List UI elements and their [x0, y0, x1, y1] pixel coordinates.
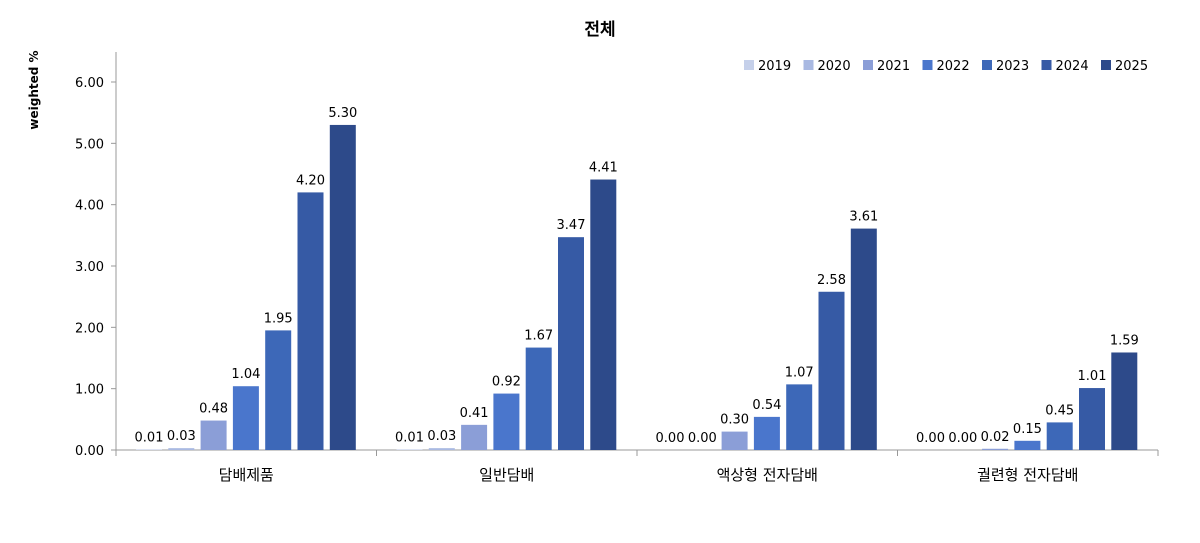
bar — [200, 420, 227, 450]
legend-label: 2019 — [758, 59, 791, 74]
legend-swatch — [922, 60, 933, 70]
data-label: 0.48 — [199, 402, 228, 417]
legend-label: 2021 — [877, 59, 910, 74]
legend-label: 2024 — [1056, 59, 1089, 74]
y-axis-label: weighted % — [27, 50, 41, 129]
data-label: 0.92 — [492, 375, 521, 390]
data-label: 5.30 — [328, 106, 357, 121]
y-tick-label: 3.00 — [75, 260, 104, 275]
bar — [428, 448, 455, 450]
bar — [329, 124, 356, 450]
legend-swatch — [744, 60, 754, 70]
bar — [232, 386, 259, 450]
bar — [590, 179, 617, 450]
bar — [558, 237, 584, 450]
bar — [493, 393, 520, 450]
legend-label: 2023 — [996, 59, 1029, 74]
data-label: 1.01 — [1078, 369, 1107, 384]
bar — [265, 330, 292, 450]
data-label: 3.47 — [557, 218, 586, 233]
data-label: 1.95 — [264, 311, 293, 326]
category-label: 액상형 전자담배 — [717, 466, 818, 484]
data-label: 1.07 — [785, 365, 814, 380]
bar — [297, 192, 324, 450]
legend-swatch — [863, 60, 873, 70]
data-label: 1.59 — [1110, 333, 1139, 348]
legend-label: 2022 — [937, 59, 970, 74]
bar — [136, 449, 162, 450]
data-label: 0.30 — [720, 413, 749, 428]
data-label: 0.00 — [688, 431, 717, 446]
y-tick-label: 6.00 — [75, 76, 104, 91]
bar — [461, 424, 488, 450]
bar — [396, 449, 423, 450]
data-label: 0.03 — [167, 429, 196, 444]
data-label: 0.00 — [656, 431, 685, 446]
data-label: 2.58 — [817, 273, 846, 288]
y-tick-label: 1.00 — [75, 383, 104, 398]
y-tick-label: 0.00 — [75, 444, 104, 459]
bar — [982, 448, 1009, 450]
data-label: 1.67 — [524, 329, 553, 344]
bar — [818, 291, 845, 450]
data-label: 4.20 — [296, 173, 325, 188]
y-tick-label: 2.00 — [75, 321, 104, 336]
data-label: 0.01 — [395, 430, 424, 445]
bar — [1111, 352, 1138, 450]
chart-title: 전체 — [584, 20, 615, 40]
data-label: 0.41 — [460, 406, 489, 421]
bar — [786, 384, 813, 450]
data-label: 0.01 — [135, 430, 164, 445]
data-label: 0.03 — [427, 429, 456, 444]
data-label: 0.00 — [916, 431, 945, 446]
data-label: 0.54 — [752, 398, 781, 413]
legend-label: 2020 — [818, 59, 851, 74]
data-label: 0.15 — [1013, 422, 1042, 437]
axes: 0.00 1.00 2.00 3.00 4.00 5.00 6.00 담배제품 일반담배 액상형 … — [75, 52, 1159, 484]
legend-label: 2025 — [1115, 59, 1148, 74]
legend: 2019 2020 2021 2022 2023 2024 2025 — [744, 59, 1148, 74]
data-label: 1.04 — [231, 367, 260, 382]
bar — [1046, 422, 1073, 450]
data-label: 3.61 — [849, 210, 878, 225]
data-label: 0.02 — [981, 430, 1010, 445]
legend-swatch — [1101, 60, 1111, 70]
bar — [525, 347, 552, 450]
legend-swatch — [982, 60, 992, 70]
bar — [721, 431, 748, 450]
category-label: 궐련형 전자담배 — [977, 466, 1078, 484]
bar — [753, 416, 780, 450]
data-label: 0.00 — [948, 431, 977, 446]
y-tick-label: 5.00 — [75, 137, 104, 152]
category-label: 담배제품 — [219, 466, 274, 484]
category-label: 일반담배 — [479, 466, 534, 484]
bar — [1079, 388, 1105, 450]
data-label: 0.45 — [1045, 403, 1074, 418]
bar — [850, 228, 877, 450]
bar — [1014, 440, 1041, 450]
legend-swatch — [1041, 60, 1052, 70]
bar — [168, 448, 195, 450]
y-tick-label: 4.00 — [75, 199, 104, 214]
bars: 0.01 0.030.481.041.954.205.300.01 0.030.41… — [135, 106, 1139, 450]
legend-swatch — [803, 60, 814, 70]
data-label: 4.41 — [589, 161, 618, 176]
